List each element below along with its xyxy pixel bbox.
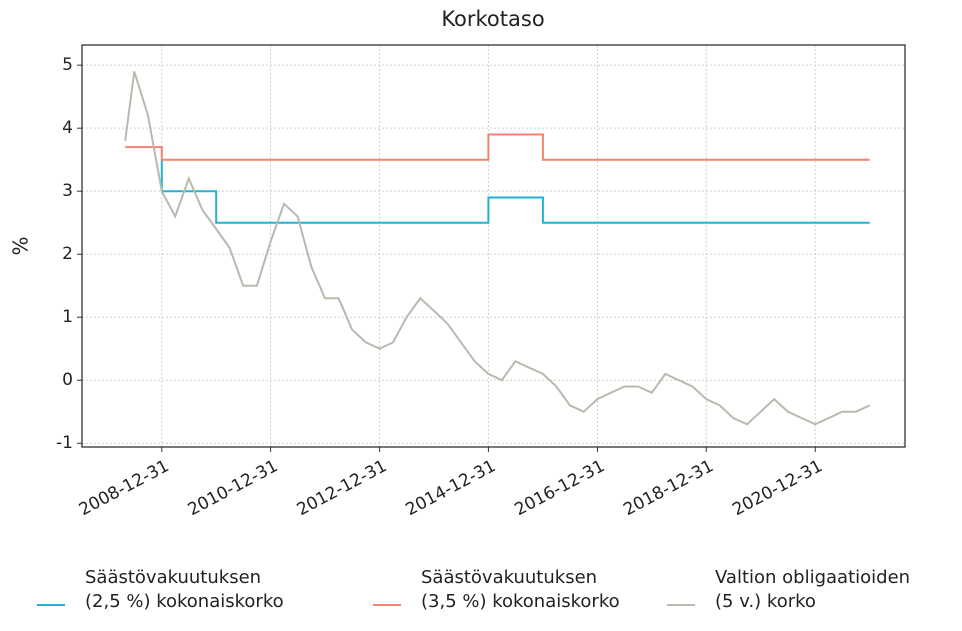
y-tick-label: 0: [62, 370, 73, 390]
y-tick-label: -1: [56, 433, 73, 453]
legend-key: [37, 604, 65, 606]
x-tick-label: 2010-12-31: [185, 456, 282, 520]
series-line: [160, 159, 870, 224]
y-tick-label: 5: [62, 55, 73, 75]
legend-label: Säästövakuutuksen (3,5 %) kokonaiskorko: [421, 567, 620, 612]
x-tick-label: 2016-12-31: [511, 456, 608, 520]
x-tick-label: 2020-12-31: [729, 456, 826, 520]
x-tick-label: 2018-12-31: [620, 456, 717, 520]
x-tick-label: 2012-12-31: [294, 456, 391, 520]
panel-border: [81, 44, 906, 448]
chart-title: Korkotaso: [441, 7, 544, 31]
y-tick-label: 2: [62, 244, 73, 264]
y-tick-label: 4: [62, 118, 73, 138]
legend-key: [667, 604, 695, 606]
x-tick-label: 2008-12-31: [76, 456, 173, 520]
x-tick-label: 2014-12-31: [403, 456, 500, 520]
series-line: [124, 71, 871, 426]
legend-label: Valtion obligaatioiden (5 v.) korko: [715, 567, 911, 612]
chart: Korkotaso % -1 0 1 2 3 4 5 2008-12-31 2010-12-31…: [9, 7, 906, 520]
legend-key: [373, 604, 401, 606]
legend: Säästövakuutuksen (2,5 %) kokonaiskorko S…: [0, 566, 962, 630]
series-line: [125, 133, 870, 161]
legend-label: Säästövakuutuksen (2,5 %) kokonaiskorko: [85, 567, 284, 612]
y-tick-label: 1: [62, 307, 73, 327]
y-tick-label: 3: [62, 181, 73, 201]
y-axis-label: %: [9, 236, 33, 255]
